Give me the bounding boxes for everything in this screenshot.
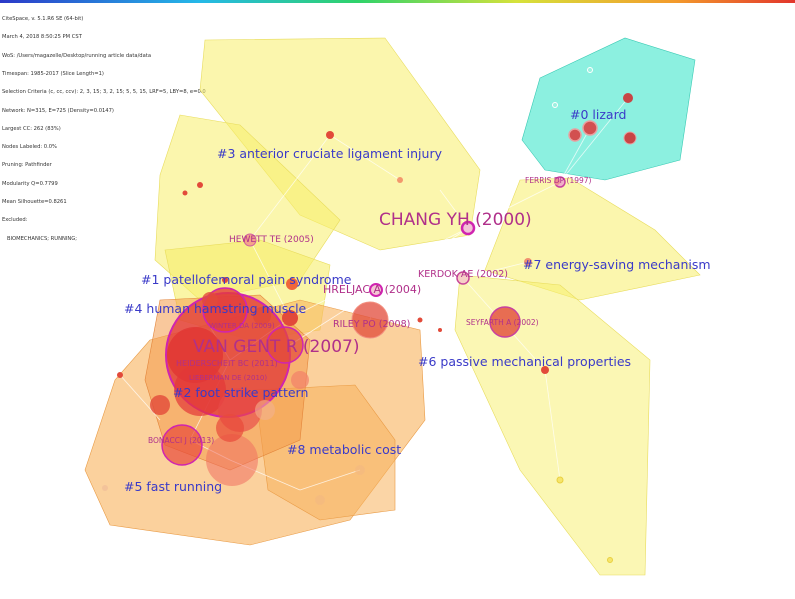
cluster-hull-c3-top[interactable] — [199, 37, 481, 251]
cluster-label-c2[interactable]: #2 foot strike pattern — [173, 385, 308, 400]
cluster-label-c0[interactable]: #0 lizard — [570, 107, 626, 122]
node[interactable] — [568, 128, 582, 142]
node[interactable] — [552, 102, 558, 108]
cluster-labels: #0 lizard #3 anterior cruciate ligament … — [124, 107, 711, 494]
cluster-label-c3[interactable]: #3 anterior cruciate ligament injury — [217, 146, 443, 161]
link — [249, 134, 331, 241]
link — [119, 374, 161, 421]
link — [462, 261, 529, 279]
author-label-hewett[interactable]: HEWETT TE (2005) — [229, 235, 314, 245]
link — [249, 239, 291, 319]
author-label-chang[interactable]: CHANG YH (2000) — [379, 210, 532, 230]
network-summary-panel: CiteSpace, v. 5.1.R6 SE (64-bit) March 4… — [2, 4, 206, 248]
summary-line: WoS: /Users/magazelle/Desktop/running ar… — [2, 52, 151, 59]
node[interactable] — [255, 400, 275, 420]
node[interactable] — [607, 557, 613, 563]
link — [329, 134, 401, 181]
summary-line: Pruning: Pathfinder — [2, 162, 52, 169]
summary-line: March 4, 2018 8:50:25 PM CST — [2, 34, 82, 41]
link — [299, 469, 361, 491]
node[interactable] — [117, 372, 123, 378]
node[interactable] — [326, 131, 334, 139]
summary-line: Mean Silhouette=0.8261 — [2, 199, 67, 205]
timeline-color-bar-fill — [0, 0, 795, 3]
node-riley[interactable] — [351, 301, 389, 339]
node[interactable] — [582, 120, 598, 136]
cluster-hull-c0[interactable] — [521, 37, 696, 181]
author-label-ferris[interactable]: FERRIS DP (1997) — [525, 176, 592, 185]
node-seyfarth[interactable] — [489, 306, 521, 338]
node[interactable] — [524, 258, 532, 266]
link — [467, 181, 561, 229]
node[interactable] — [202, 292, 218, 308]
node[interactable] — [222, 277, 228, 283]
node-kerdok[interactable] — [456, 271, 470, 285]
author-label-lieberman[interactable]: LIEBERMAN DE (2010) — [189, 374, 267, 382]
summary-line: Network: N=315, E=725 (Density=0.0147) — [2, 107, 114, 114]
node-hewett[interactable] — [243, 233, 257, 247]
summary-line: Excluded: — [2, 217, 28, 224]
summary-line: CiteSpace, v. 5.1.R6 SE (64-bit) — [2, 16, 84, 23]
cluster-label-c5[interactable]: #5 fast running — [124, 479, 222, 494]
node[interactable] — [286, 278, 298, 290]
cluster-hulls — [84, 37, 701, 576]
node[interactable] — [355, 465, 365, 475]
summary-line: BIOMECHANICS; RUNNING; — [2, 235, 78, 242]
link — [439, 189, 469, 229]
link — [559, 127, 591, 183]
node[interactable] — [282, 310, 298, 326]
node[interactable] — [291, 371, 309, 389]
cluster-label-c6[interactable]: #6 passive mechanical properties — [418, 354, 631, 369]
node[interactable] — [397, 177, 403, 183]
node[interactable] — [623, 93, 633, 103]
node[interactable] — [556, 476, 564, 484]
author-label-riley[interactable]: RILEY PO (2008) — [333, 319, 410, 330]
link — [559, 97, 629, 183]
author-label-hreljac[interactable]: HRELJAC A (2004) — [323, 283, 421, 296]
cluster-label-c1[interactable]: #1 patellofemoral pain syndrome — [141, 272, 352, 287]
node-bonacci[interactable] — [161, 424, 203, 466]
author-label-heiderscheit[interactable]: HEIDERSCHEIT BC (2011) — [176, 359, 278, 368]
node-ferris[interactable] — [554, 179, 560, 185]
link — [289, 227, 469, 319]
node[interactable] — [102, 485, 108, 491]
author-label-vangent[interactable]: VAN GENT R (2007) — [193, 337, 359, 357]
node[interactable] — [623, 131, 637, 145]
author-labels: CHANG YH (2000) VAN GENT R (2007) FERRIS… — [148, 176, 592, 445]
summary-line: Modularity Q=0.7799 — [2, 180, 58, 187]
node[interactable] — [587, 67, 593, 73]
node-chang[interactable] — [460, 220, 476, 236]
node[interactable] — [541, 366, 549, 374]
cluster-hull-c7[interactable] — [484, 177, 701, 301]
network-nodes[interactable] — [102, 67, 637, 563]
node[interactable] — [266, 326, 304, 364]
node[interactable] — [197, 182, 203, 188]
link — [544, 369, 561, 481]
node[interactable] — [174, 364, 226, 416]
author-label-seyfarth[interactable]: SEYFARTH A (2002) — [466, 318, 539, 327]
link — [462, 227, 469, 279]
author-label-kerdok[interactable]: KERDOK AE (2002) — [418, 269, 508, 280]
author-label-bonacci[interactable]: BONACCI J (2013) — [148, 436, 214, 445]
author-label-winter[interactable]: WINTER DA (2009) — [209, 322, 275, 330]
summary-line: Timespan: 1985-2017 (Slice Length=1) — [2, 71, 104, 78]
node[interactable] — [182, 190, 188, 196]
link — [375, 227, 469, 291]
link — [289, 289, 377, 346]
node[interactable] — [417, 317, 423, 323]
cluster-label-c8[interactable]: #8 metabolic cost — [287, 442, 401, 457]
cluster-label-c4[interactable]: #4 human hamstring muscle — [124, 301, 307, 316]
node[interactable] — [438, 328, 442, 332]
node-hreljac[interactable] — [369, 283, 383, 297]
node[interactable] — [315, 495, 325, 505]
cluster-label-c7[interactable]: #7 energy-saving mechanism — [523, 257, 711, 272]
node[interactable] — [216, 414, 244, 442]
node[interactable] — [206, 434, 258, 486]
summary-line: Selection Criteria (c, cc, ccv): 2, 3, 1… — [2, 89, 206, 96]
summary-line: Largest CC: 262 (83%) — [2, 125, 61, 132]
summary-line: Nodes Labeled: 0.0% — [2, 144, 57, 151]
node[interactable] — [253, 307, 271, 325]
node[interactable] — [150, 395, 170, 415]
